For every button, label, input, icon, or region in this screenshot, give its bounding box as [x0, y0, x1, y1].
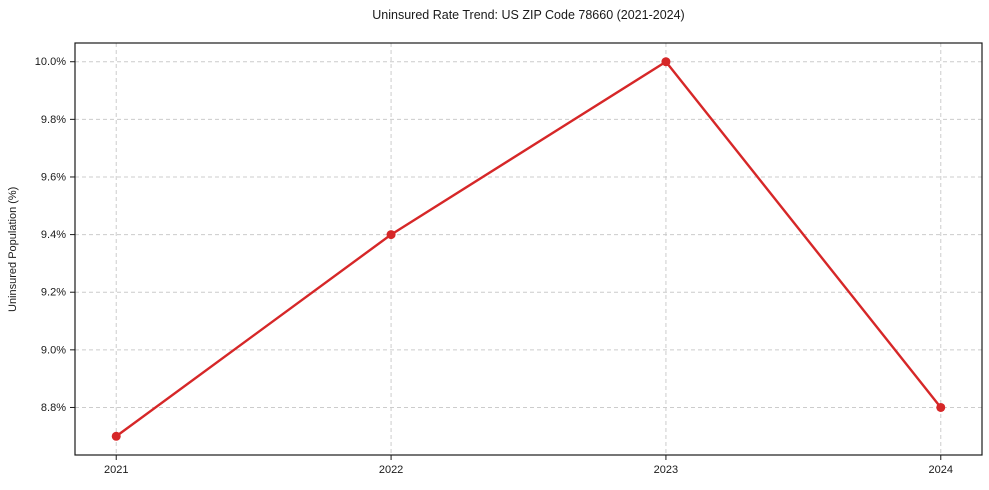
- x-tick-label: 2024: [929, 464, 953, 476]
- data-point-2022: [386, 230, 396, 240]
- data-point-2023: [661, 57, 671, 67]
- x-tick-label: 2021: [104, 464, 128, 476]
- y-tick-label: 10.0%: [35, 56, 66, 68]
- y-tick-label: 9.0%: [41, 344, 66, 356]
- y-tick-label: 9.8%: [41, 114, 66, 126]
- data-point-2021: [111, 431, 121, 441]
- y-tick-label: 9.4%: [41, 229, 66, 241]
- x-tick-label: 2023: [654, 464, 678, 476]
- y-tick-label: 9.2%: [41, 287, 66, 299]
- plot-border: [74, 42, 983, 456]
- data-point-2024: [936, 402, 946, 412]
- y-tick-label: 8.8%: [41, 402, 66, 414]
- trend-line: [115, 60, 942, 438]
- chart-title: Uninsured Rate Trend: US ZIP Code 78660 …: [372, 8, 685, 22]
- y-tick-label: 9.6%: [41, 171, 66, 183]
- x-tick-label: 2022: [379, 464, 403, 476]
